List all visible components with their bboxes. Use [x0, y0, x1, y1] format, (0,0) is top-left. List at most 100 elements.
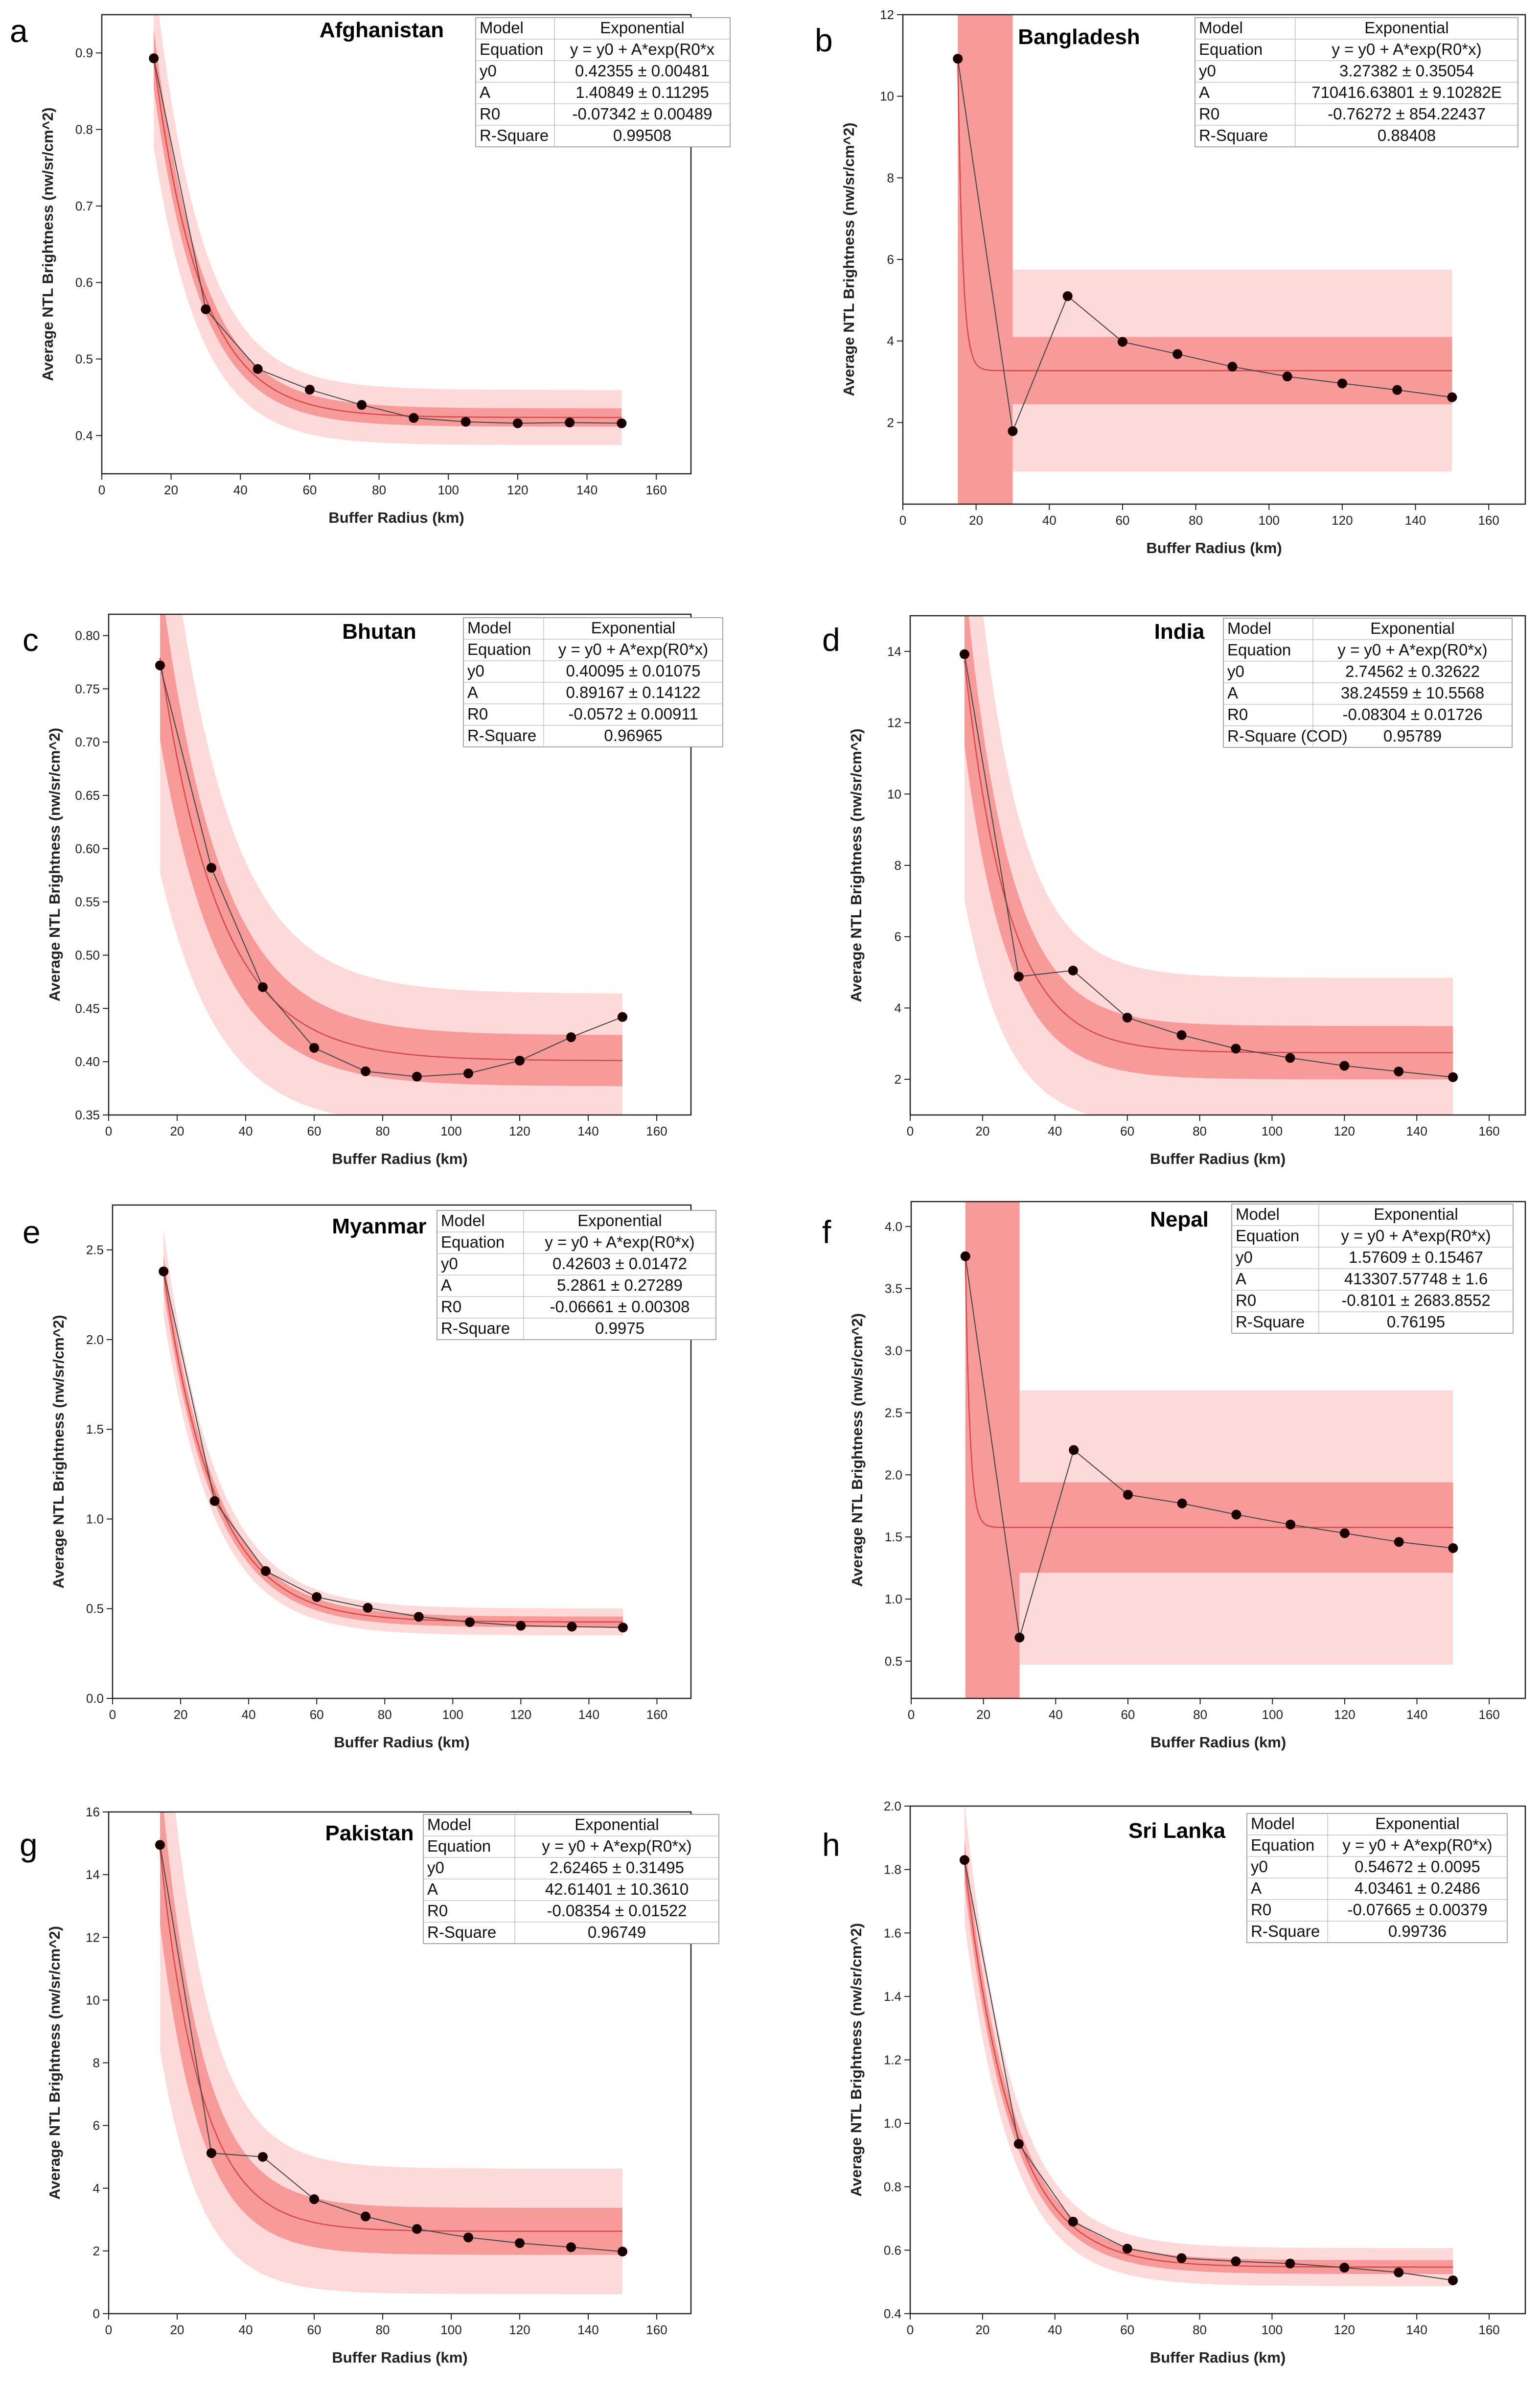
- stats-label: Equation: [467, 640, 531, 658]
- country-title: Sri Lanka: [1128, 1819, 1226, 1843]
- stats-table: Model Exponential Equation y = y0 + A*exp(R…: [1246, 1813, 1508, 1943]
- data-point: [1227, 362, 1238, 372]
- confidence-band: [160, 614, 622, 1086]
- y-tick-label: 0.7: [75, 199, 93, 213]
- stats-label: R0: [1236, 1291, 1256, 1309]
- stats-label: Model: [1236, 1205, 1280, 1223]
- chart-panel-d: 0 20 40 60 80 100 120 140 160 2 4 6 8 10 12 14 Buffer Ra…: [822, 615, 1526, 1167]
- stats-value: y = y0 + A*exp(R0*x): [1337, 641, 1487, 659]
- data-point: [567, 1622, 577, 1632]
- data-point: [201, 304, 211, 314]
- stats-value: 0.95789: [1383, 727, 1442, 745]
- fit-curve: [159, 1849, 622, 2232]
- x-tick-label: 60: [307, 2322, 322, 2337]
- stats-label: Equation: [1251, 1836, 1314, 1854]
- panel-letter: b: [815, 22, 833, 58]
- x-tick-label: 160: [646, 2322, 667, 2337]
- x-tick-label: 100: [440, 1124, 461, 1138]
- plot-area: [159, 1812, 623, 2294]
- data-point: [309, 2194, 319, 2204]
- stats-table: Model Exponential Equation y = y0 + A*exp(R…: [1231, 1204, 1514, 1334]
- stats-table: Model Exponential Equation y = y0 + A*exp(R…: [1195, 17, 1518, 147]
- x-tick-label: 140: [1406, 1707, 1427, 1722]
- x-tick-label: 0: [105, 1124, 112, 1138]
- stats-table: Model Exponential Equation y = y0 + A*exp(R…: [437, 1210, 716, 1340]
- y-axis-title: Average NTL Brightness (nw/sr/cm^2): [46, 728, 63, 1001]
- stats-value: 710416.63801 ± 9.10282E: [1311, 83, 1502, 101]
- stats-label: Equation: [1236, 1227, 1299, 1245]
- stats-value: -0.07665 ± 0.00379: [1347, 1901, 1487, 1919]
- data-point: [258, 982, 268, 992]
- data-point: [1285, 2258, 1295, 2269]
- data-point: [465, 1617, 475, 1627]
- data-point: [1123, 1489, 1133, 1500]
- data-point: [1062, 291, 1073, 301]
- y-tick-label: 0.0: [86, 1691, 104, 1706]
- y-tick-label: 0.8: [884, 2180, 901, 2194]
- y-tick-label: 8: [93, 2056, 100, 2070]
- data-point: [361, 2211, 370, 2222]
- stats-label: Model: [467, 619, 511, 637]
- stats-label: A: [480, 83, 490, 101]
- x-tick-label: 80: [1193, 1707, 1207, 1722]
- x-tick-label: 160: [1478, 2322, 1499, 2337]
- y-tick-label: 4: [895, 1000, 901, 1015]
- y-tick-label: 2.0: [884, 1799, 901, 1813]
- data-point: [1285, 1053, 1295, 1063]
- stats-value: 1.40849 ± 0.11295: [575, 83, 709, 101]
- x-tick-label: 100: [440, 2322, 461, 2337]
- plot-area: [964, 616, 1453, 1115]
- panel-letter: h: [822, 1827, 840, 1863]
- y-tick-label: 6: [93, 2118, 100, 2133]
- prediction-band: [160, 614, 622, 1115]
- data-point: [1282, 371, 1292, 382]
- stats-label: Equation: [427, 1837, 491, 1855]
- country-title: India: [1154, 620, 1205, 644]
- stats-label: Model: [480, 19, 524, 37]
- stats-label: R0: [467, 705, 488, 723]
- data-point: [209, 1496, 220, 1506]
- y-tick-label: 12: [86, 1930, 100, 1945]
- stats-label: R-Square: [467, 726, 536, 744]
- y-tick-label: 0.5: [86, 1601, 104, 1616]
- stats-label: A: [427, 1880, 438, 1898]
- plot-area: [965, 1202, 1453, 1698]
- data-point: [1231, 2256, 1241, 2267]
- x-tick-label: 80: [1189, 513, 1203, 528]
- y-tick-label: 0.8: [75, 122, 93, 137]
- plot-frame: [108, 613, 692, 1116]
- data-point: [463, 2232, 473, 2243]
- x-tick-label: 120: [1334, 1124, 1355, 1138]
- fit-curve: [964, 1861, 1453, 2268]
- data-point: [618, 1012, 627, 1022]
- x-axis-title: Buffer Radius (km): [328, 509, 464, 526]
- stats-label: y0: [480, 62, 497, 80]
- stats-label: y0: [1251, 1857, 1268, 1876]
- chart-panel-h: 0 20 40 60 80 100 120 140 160 0.4 0.6 0.8 1.0 1.2 1.4 1…: [822, 1799, 1526, 2366]
- stats-label: Equation: [441, 1233, 505, 1251]
- x-tick-label: 40: [233, 483, 248, 497]
- stats-label: A: [1227, 684, 1238, 702]
- data-line: [964, 654, 1453, 1078]
- x-tick-label: 60: [307, 1124, 322, 1138]
- stats-value: y = y0 + A*exp(R0*x): [1332, 40, 1481, 58]
- x-tick-label: 0: [907, 1124, 914, 1138]
- data-point: [1176, 2253, 1187, 2263]
- stats-label: A: [441, 1276, 452, 1294]
- panel-letter: a: [10, 13, 28, 49]
- stats-value: y = y0 + A*exp(R0*x): [545, 1233, 694, 1251]
- stats-label: R-Square: [1236, 1313, 1305, 1331]
- stats-label: R0: [480, 105, 500, 123]
- y-tick-label: 0.6: [884, 2243, 901, 2257]
- stats-label: y0: [1199, 62, 1216, 80]
- stats-value: 2.62465 ± 0.31495: [550, 1858, 684, 1877]
- data-point: [260, 1566, 271, 1576]
- data-point: [1176, 1030, 1187, 1040]
- data-point: [1392, 385, 1402, 395]
- stats-label: Model: [427, 1815, 471, 1833]
- x-tick-label: 60: [1115, 513, 1129, 528]
- y-tick-label: 3.5: [885, 1281, 902, 1296]
- y-axis-title: Average NTL Brightness (nw/sr/cm^2): [46, 1926, 63, 2200]
- chart-panel-a: 0 20 40 60 80 100 120 140 160 0.4 0.5 0.6 0.7 0.8 0.9 B…: [10, 13, 731, 526]
- y-tick-label: 1.5: [885, 1530, 902, 1544]
